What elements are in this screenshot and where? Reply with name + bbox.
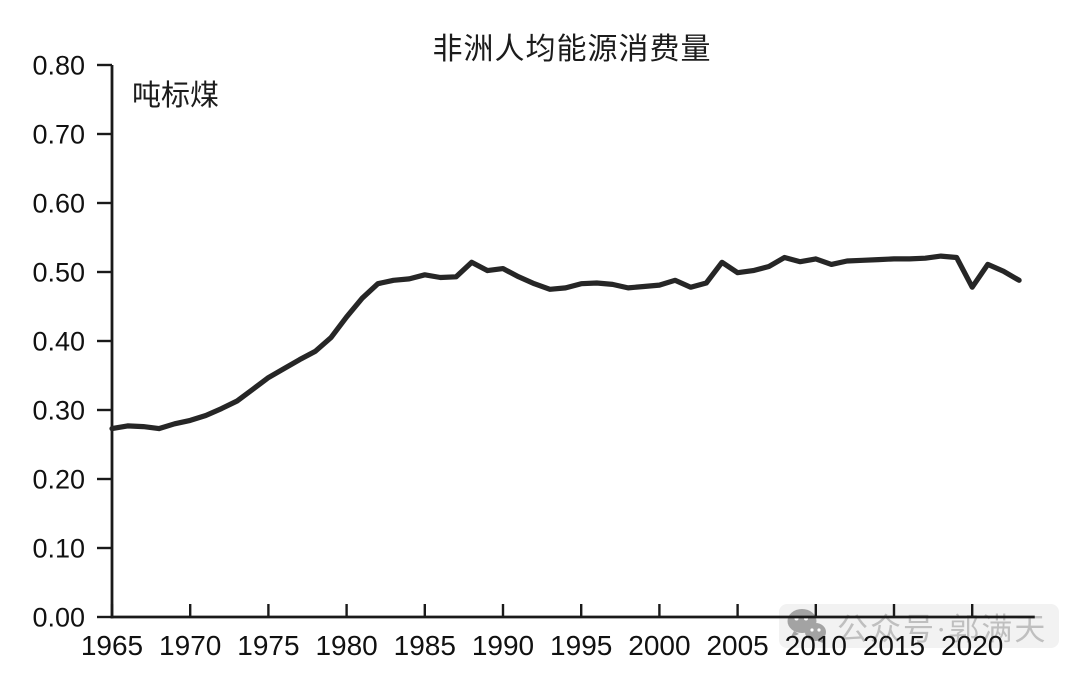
y-tick-label: 0.20 <box>32 465 85 495</box>
x-tick-label: 1975 <box>237 630 299 661</box>
x-tick-label: 2020 <box>941 630 1003 661</box>
y-tick-label: 0.40 <box>32 327 85 357</box>
y-tick-label: 0.80 <box>32 51 85 81</box>
chart-title: 非洲人均能源消费量 <box>432 33 712 66</box>
y-tick-label: 0.50 <box>32 258 85 288</box>
x-tick-label: 1995 <box>550 630 612 661</box>
y-tick-label: 0.00 <box>32 603 85 633</box>
x-tick-label: 2000 <box>628 630 690 661</box>
x-tick-label: 2010 <box>785 630 847 661</box>
y-tick-label: 0.10 <box>32 534 85 564</box>
x-tick-label: 1965 <box>81 630 143 661</box>
x-tick-label: 1990 <box>472 630 534 661</box>
x-tick-label: 2005 <box>706 630 768 661</box>
y-axis-unit-label: 吨标煤 <box>132 80 220 112</box>
wechat-icon <box>787 609 826 644</box>
x-tick-label: 2015 <box>863 630 925 661</box>
y-tick-label: 0.30 <box>32 396 85 426</box>
x-tick-label: 1980 <box>315 630 377 661</box>
y-tick-label: 0.60 <box>32 189 85 219</box>
y-tick-label: 0.70 <box>32 120 85 150</box>
data-line-africa-energy <box>109 253 1022 432</box>
x-tick-label: 1970 <box>159 630 221 661</box>
x-tick-label: 1985 <box>394 630 456 661</box>
